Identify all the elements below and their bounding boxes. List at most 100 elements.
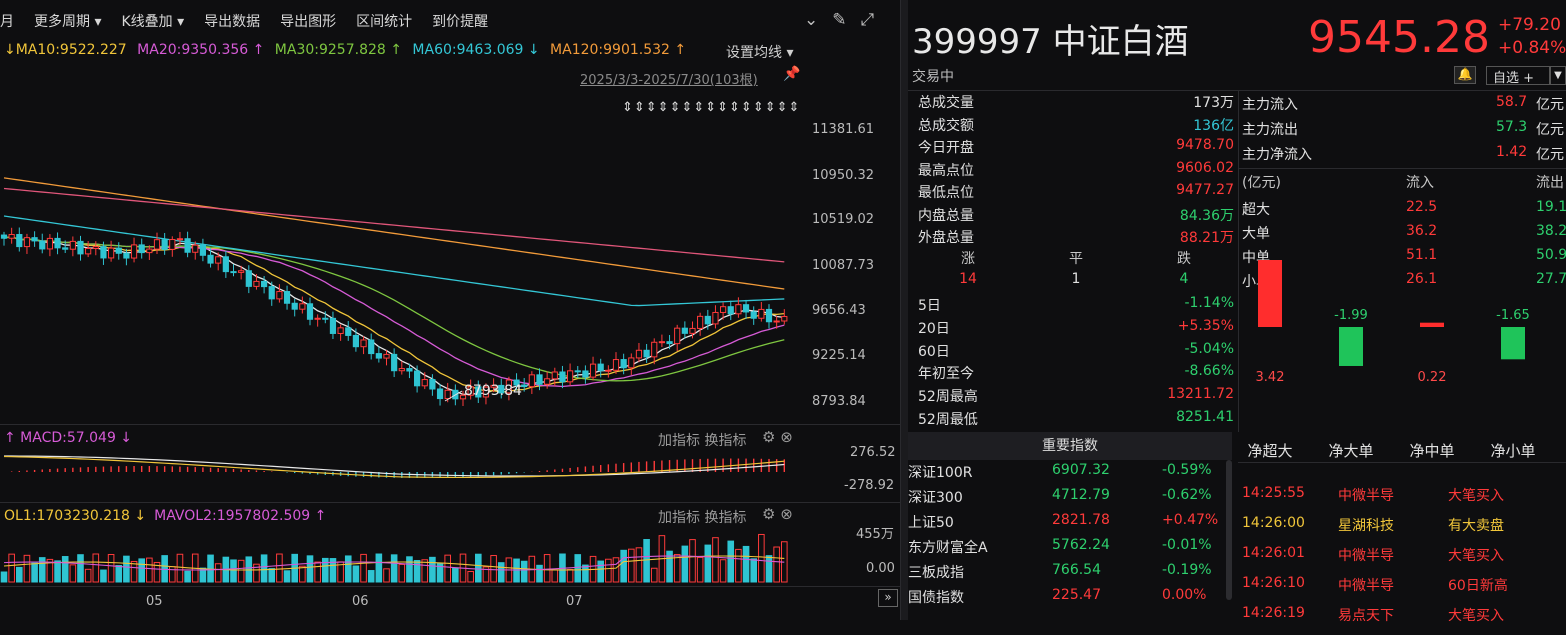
candle-body xyxy=(130,244,138,259)
volume-bar xyxy=(635,547,643,583)
index-row[interactable]: 深证300 4712.79 -0.62% xyxy=(908,487,1232,512)
flow-size-label: 大单 xyxy=(1242,226,1270,242)
bell-icon[interactable]: 🔔 xyxy=(1454,66,1476,84)
tick-row[interactable]: 14:26:01 中微半导 大笔买入 xyxy=(1242,545,1566,575)
candle-body xyxy=(567,370,574,383)
net-flow-category[interactable]: 净超大 xyxy=(1247,442,1292,460)
add-watchlist-button[interactable]: 自选 + xyxy=(1486,66,1550,86)
tb-kline-overlay[interactable]: K线叠加 ▾ xyxy=(121,14,185,30)
candle-body xyxy=(521,384,528,388)
quote-row: 外盘总量 88.21万 xyxy=(918,227,1234,249)
tick-row[interactable]: 14:25:55 中微半导 大笔买入 xyxy=(1242,485,1566,515)
candle-body xyxy=(85,247,92,255)
kline-chart[interactable] xyxy=(0,0,900,620)
index-pct: -0.01% xyxy=(1162,537,1212,553)
candle-body xyxy=(329,317,337,334)
volume-bar xyxy=(574,554,582,583)
candle-body xyxy=(658,341,665,344)
tick-row[interactable]: 14:26:19 易点天下 大笔买入 xyxy=(1242,605,1566,635)
candle-body xyxy=(0,234,8,239)
candle-body xyxy=(345,327,352,336)
index-scrollbar[interactable] xyxy=(1226,460,1232,600)
candle-body xyxy=(184,238,191,253)
net-flow-category[interactable]: 净小单 xyxy=(1490,442,1535,460)
last-price: 9545.28 xyxy=(1308,12,1490,63)
volume-bar xyxy=(551,569,559,583)
index-row[interactable]: 上证50 2821.78 +0.47% xyxy=(908,512,1232,537)
perf-row: 60日 -5.04% xyxy=(918,341,1234,363)
index-name: 深证100R xyxy=(908,465,973,481)
candle-body xyxy=(291,302,298,310)
perf-value: -5.04% xyxy=(1184,340,1234,357)
flow-label: 主力流出 xyxy=(1242,122,1298,138)
index-row[interactable]: 国债指数 225.47 0.00% xyxy=(908,587,1232,612)
index-pct: +0.47% xyxy=(1162,512,1219,528)
index-row[interactable]: 东方财富全A 5762.24 -0.01% xyxy=(908,537,1232,562)
ma-line xyxy=(3,215,785,307)
volume-bar xyxy=(605,558,612,583)
candle-body xyxy=(681,327,688,334)
fullscreen-icon[interactable]: ⤢ xyxy=(860,10,875,30)
tb-range-stats[interactable]: 区间统计 xyxy=(356,14,413,30)
date-range[interactable]: 2025/3/3-2025/7/30(103根) xyxy=(580,73,758,88)
net-flow-value: 3.42 xyxy=(1256,370,1285,385)
volume-bar xyxy=(689,539,696,583)
kline-panel[interactable]: 月 更多周期 ▾ K线叠加 ▾ 导出数据 导出图形 区间统计 到价提醒 ⌄ ✎ … xyxy=(0,0,900,620)
macd-line xyxy=(3,455,785,477)
candle-body xyxy=(222,256,229,273)
flow-in-value: 22.5 xyxy=(1406,199,1438,215)
volume-ma-line xyxy=(3,555,785,571)
main-flow-row: 主力净流入 1.42 亿元 xyxy=(1242,144,1566,166)
quote-value: 88.21万 xyxy=(1179,230,1234,246)
volume-bar xyxy=(421,559,429,583)
candle-body xyxy=(283,291,291,304)
candle-body xyxy=(207,254,214,264)
volume-bar xyxy=(299,565,306,583)
macd-line xyxy=(3,455,785,479)
scroll-right-icon[interactable]: » xyxy=(878,589,898,607)
vol-tools[interactable]: 加指标 换指标 xyxy=(658,510,747,526)
y-tick: 9225.14 xyxy=(812,348,866,363)
price-change: +79.20 +0.84% xyxy=(1498,14,1566,60)
volume-bar xyxy=(452,567,459,583)
tb-price-alert[interactable]: 到价提醒 xyxy=(432,14,489,30)
volume-bar xyxy=(23,554,31,583)
collapse-icon[interactable]: ⌄ xyxy=(804,10,819,30)
pin-icon[interactable]: 📌 xyxy=(783,66,801,82)
candle-body xyxy=(153,239,161,250)
candle-body xyxy=(230,271,237,274)
tb-more-period[interactable]: 更多周期 ▾ xyxy=(34,14,102,30)
tick-row[interactable]: 14:26:00 星湖科技 有大卖盘 xyxy=(1242,515,1566,545)
ma120-label: MA120:9901.532 ↑ xyxy=(550,42,687,58)
panel-divider[interactable] xyxy=(900,0,908,620)
candle-body xyxy=(268,286,275,300)
index-row[interactable]: 深证100R 6907.32 -0.59% xyxy=(908,462,1232,487)
volume-bar xyxy=(276,553,283,583)
vol-settings-icon[interactable]: ⚙ ⊗ xyxy=(762,505,793,523)
tb-export-chart[interactable]: 导出图形 xyxy=(280,14,337,30)
volume-bar xyxy=(475,553,482,583)
index-pct: -0.19% xyxy=(1162,562,1212,578)
tb-export-data[interactable]: 导出数据 xyxy=(204,14,261,30)
net-flow-category[interactable]: 净大单 xyxy=(1328,442,1373,460)
net-flow-category[interactable]: 净中单 xyxy=(1409,442,1454,460)
candle-body xyxy=(314,317,321,320)
draw-pen-icon[interactable]: ✎ xyxy=(832,10,847,30)
volume-bar xyxy=(92,553,100,583)
macd-tools[interactable]: 加指标 换指标 xyxy=(658,433,747,449)
tick-row[interactable]: 14:26:10 中微半导 60日新高 xyxy=(1242,575,1566,605)
tb-month[interactable]: 月 xyxy=(0,14,14,30)
volume-bar xyxy=(429,556,436,583)
flow-out-value: 50.9 xyxy=(1536,247,1566,263)
candle-body xyxy=(92,246,99,249)
flow-in-value: 36.2 xyxy=(1406,223,1438,239)
set-ma-button[interactable]: 设置均线 ▾ xyxy=(726,45,794,61)
quote-row: 最低点位 9477.27 xyxy=(918,182,1234,204)
volume-bar xyxy=(612,557,620,583)
settings-icon[interactable]: ⚙ ⊗ xyxy=(762,428,793,446)
candle-body xyxy=(773,320,780,323)
volume-bar xyxy=(352,565,360,583)
candle-body xyxy=(459,394,467,400)
index-row[interactable]: 三板成指 766.54 -0.19% xyxy=(908,562,1232,587)
change-abs: +79.20 xyxy=(1498,15,1561,35)
